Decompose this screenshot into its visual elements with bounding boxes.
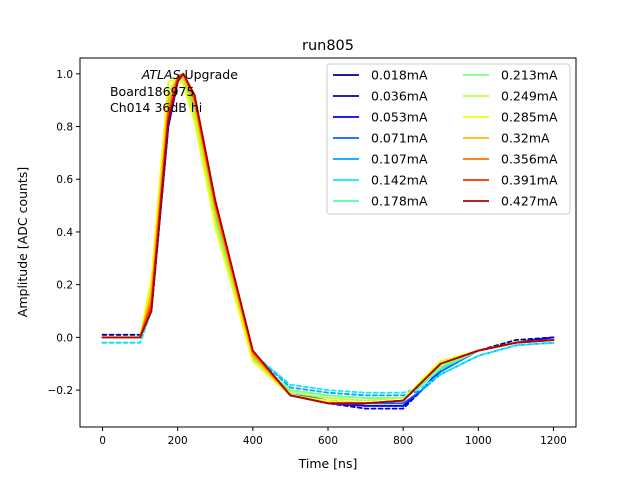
y-tick-label: 1.0 [56, 69, 73, 81]
x-tick-label: 1200 [540, 435, 567, 447]
x-tick-label: 0 [99, 435, 106, 447]
x-axis: 0 200 400 600 800 1000 1200 [99, 427, 567, 447]
atlas-annotation: ATLAS Upgrade Board186975 Ch014 36dB hi [106, 67, 266, 115]
x-tick-label: 400 [243, 435, 263, 447]
legend-frame [326, 63, 571, 215]
x-tick-label: 600 [318, 435, 338, 447]
y-axis: −0.2 0.0 0.2 0.4 0.6 0.8 1.0 [48, 69, 80, 397]
y-axis-label: Amplitude [ADC counts] [15, 167, 30, 317]
annotation-upgrade: Upgrade [181, 67, 239, 82]
legend-entry-label: 0.249mA [501, 89, 558, 104]
series-line-0.427mA [101, 72, 555, 405]
legend-entry-label: 0.107mA [371, 152, 428, 167]
x-axis-label: Time [ns] [298, 456, 358, 471]
y-tick-label: 0.6 [56, 174, 73, 186]
legend-entry-label: 0.32mA [501, 131, 550, 146]
y-tick-label: 0.4 [56, 227, 73, 239]
legend: 0.018mA 0.036mA 0.053mA 0.071mA 0.107mA 0.142… [326, 63, 571, 215]
legend-entry-label: 0.427mA [501, 194, 558, 209]
x-tick-label: 800 [393, 435, 413, 447]
annotation-channel: Ch014 36dB hi [106, 100, 202, 115]
legend-entry-label: 0.053mA [371, 110, 428, 125]
svg-text:ATLAS Upgrade: ATLAS Upgrade [106, 67, 266, 82]
y-tick-label: 0.8 [56, 122, 73, 134]
legend-entry-label: 0.391mA [501, 173, 558, 188]
legend-entry-label: 0.036mA [371, 89, 428, 104]
legend-entry-label: 0.285mA [501, 110, 558, 125]
legend-entry-label: 0.071mA [371, 131, 428, 146]
y-tick-label: 0.0 [56, 332, 73, 344]
legend-entry-label: 0.142mA [371, 173, 428, 188]
legend-entry-label: 0.018mA [371, 68, 428, 83]
legend-entry-label: 0.213mA [501, 68, 558, 83]
y-tick-label: −0.2 [48, 385, 74, 397]
legend-entry-label: 0.178mA [371, 194, 428, 209]
legend-entry-label: 0.356mA [501, 152, 558, 167]
series-line-0.285mA [101, 78, 555, 405]
x-tick-label: 200 [168, 435, 188, 447]
annotation-atlas-italic: ATLAS [141, 67, 181, 82]
series-layer [101, 72, 555, 410]
chart-title: run805 [302, 38, 354, 54]
x-tick-label: 1000 [465, 435, 492, 447]
annotation-board: Board186975 [106, 84, 194, 99]
y-tick-label: 0.2 [56, 280, 73, 292]
